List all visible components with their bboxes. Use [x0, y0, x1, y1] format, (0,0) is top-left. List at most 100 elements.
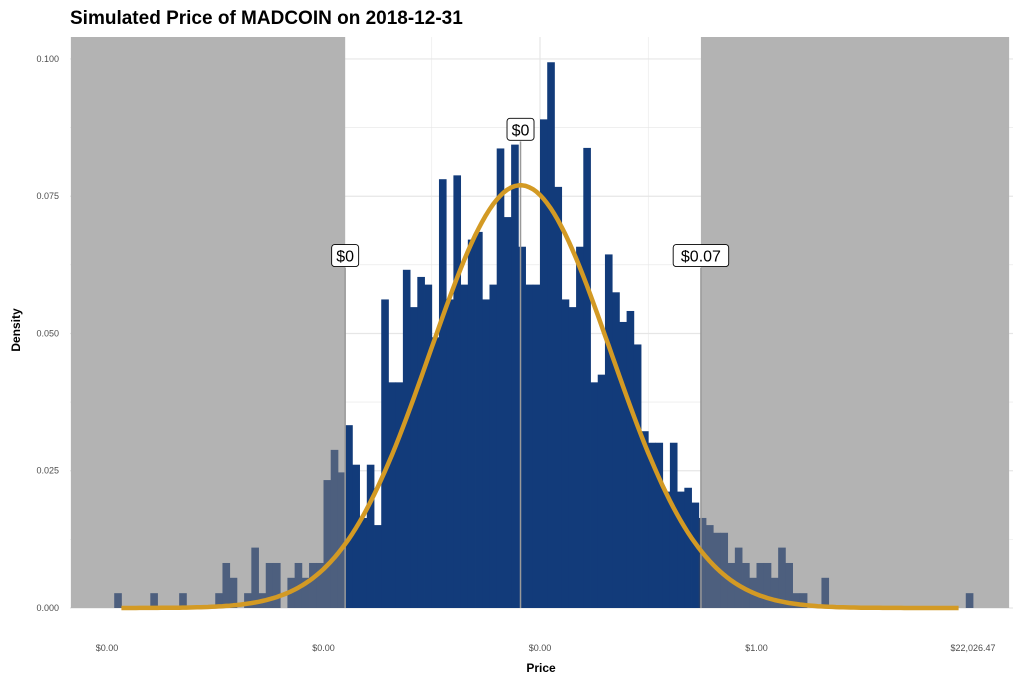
histogram-bar: [272, 562, 281, 608]
y-tick-label: 0.000: [36, 603, 59, 613]
histogram-bar: [532, 284, 541, 608]
x-tick-label: $1.00: [745, 643, 768, 653]
histogram-bar: [511, 144, 519, 608]
histogram-bar: [691, 502, 700, 608]
histogram-bar: [576, 246, 584, 608]
histogram-bar: [265, 562, 274, 608]
histogram-bar: [604, 254, 613, 608]
histogram-bar: [590, 382, 599, 608]
y-tick-label: 0.050: [36, 328, 59, 338]
y-axis-label: Density: [9, 308, 23, 352]
y-tick-label: 0.075: [36, 191, 59, 201]
histogram-bar: [323, 480, 332, 608]
histogram-bar: [374, 525, 382, 608]
histogram-bar: [475, 231, 483, 608]
histogram-bar: [215, 593, 223, 608]
histogram-bar: [251, 547, 259, 608]
histogram-bar: [388, 382, 397, 608]
shaded-overlay: [70, 37, 1010, 608]
histogram-bar: [518, 246, 526, 608]
histogram-bar: [424, 284, 433, 608]
histogram-bars: [114, 62, 974, 609]
histogram-bar: [402, 269, 411, 608]
reference-label: $0.07: [681, 249, 721, 266]
reference-label-box: [506, 117, 535, 141]
histogram-bar: [179, 593, 187, 608]
histogram-bar: [626, 310, 635, 608]
reference-label: $0: [336, 249, 354, 266]
histogram-bar: [503, 217, 512, 609]
histogram-bar: [547, 62, 555, 609]
histogram-bar: [641, 431, 649, 608]
histogram-bar: [438, 179, 447, 608]
histogram-bar: [366, 464, 375, 608]
x-axis-label: Price: [526, 661, 556, 675]
shaded-region: [700, 37, 1010, 608]
density-curve-line: [121, 183, 959, 611]
histogram-bar: [662, 491, 671, 608]
histogram-bar: [705, 525, 714, 608]
shaded-region-overlay: [70, 37, 346, 608]
reference-label: $0: [512, 122, 530, 139]
histogram-bar: [150, 593, 158, 608]
histogram-bar: [352, 464, 360, 608]
histogram-bar: [489, 284, 498, 608]
x-tick-label: $0.00: [529, 643, 552, 653]
histogram-bar: [785, 562, 793, 608]
histogram-bar: [229, 577, 238, 608]
histogram-bar: [799, 593, 808, 608]
histogram-bar: [770, 577, 779, 608]
histogram-bar: [446, 299, 454, 608]
histogram-bar: [669, 442, 678, 608]
histogram-bar: [395, 382, 404, 608]
histogram-bar: [684, 487, 692, 608]
histogram-bar: [720, 532, 729, 608]
histogram-bar: [792, 593, 801, 608]
histogram-bar: [482, 299, 490, 608]
histogram-bar: [554, 186, 563, 608]
histogram-bar: [345, 425, 353, 608]
histogram-bar: [778, 547, 786, 608]
histogram-bar: [763, 562, 772, 608]
histogram-bar: [619, 321, 627, 608]
histogram-bar: [359, 517, 368, 608]
histogram-bar: [460, 284, 469, 608]
histogram-bar: [965, 593, 974, 608]
histogram-bar: [496, 148, 505, 608]
histogram-bar: [453, 175, 462, 608]
histogram-bar: [583, 147, 591, 608]
shaded-region: [70, 37, 346, 608]
x-tick-label: $22,026.47: [950, 643, 995, 653]
shaded-region-overlay: [700, 37, 1010, 608]
histogram-bar: [410, 307, 418, 608]
histogram-bar: [540, 119, 548, 608]
histogram-bar: [525, 284, 534, 608]
chart-title: Simulated Price of MADCOIN on 2018-12-31: [70, 8, 463, 29]
histogram-bar: [222, 562, 231, 608]
histogram-bar: [381, 299, 389, 608]
x-tick-label: $0.00: [312, 643, 335, 653]
histogram-bar: [742, 562, 750, 608]
histogram-bar: [655, 442, 664, 608]
histogram-bar: [114, 593, 122, 608]
histogram-bar: [417, 276, 425, 608]
y-tick-label: 0.025: [36, 466, 59, 476]
histogram-bar: [734, 547, 743, 608]
histogram-bar: [698, 517, 707, 608]
histogram-bar: [431, 337, 440, 608]
histogram-bar: [597, 374, 606, 608]
histogram-bar: [648, 442, 656, 608]
shaded-regions: [70, 37, 1010, 608]
histogram-bar: [467, 239, 476, 608]
histogram-bar: [337, 472, 346, 608]
histogram-bar: [330, 449, 339, 608]
y-tick-label: 0.100: [36, 54, 59, 64]
histogram-bar: [756, 562, 765, 608]
histogram-bar: [316, 562, 324, 608]
histogram-bar: [727, 562, 736, 608]
histogram-bar: [612, 292, 620, 608]
density-curve: [121, 183, 959, 611]
histogram-bar: [633, 344, 642, 608]
